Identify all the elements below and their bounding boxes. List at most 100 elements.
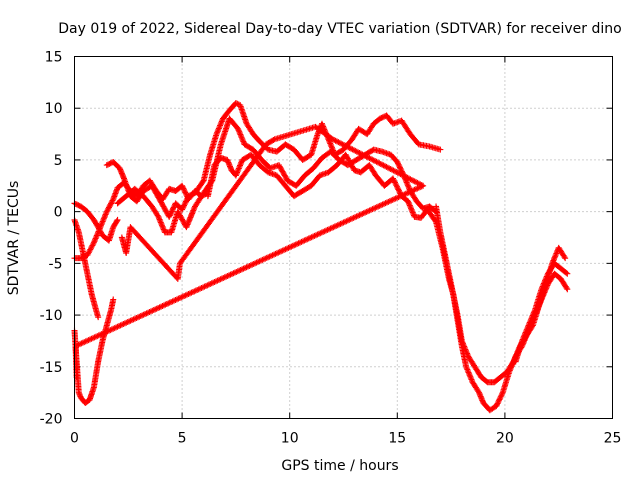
data-point-track-5 (185, 193, 192, 200)
data-point-track-8 (506, 367, 513, 374)
data-point-track-4 (91, 238, 98, 245)
data-point-track-6 (397, 165, 404, 172)
data-point-track-6 (398, 167, 405, 174)
data-point-track-7 (552, 251, 559, 258)
data-point-track-7 (237, 162, 244, 169)
data-point-track-5 (379, 114, 386, 121)
data-point-track-8 (475, 388, 482, 395)
data-point-track-9 (541, 279, 548, 286)
data-point-track-8 (497, 393, 504, 400)
data-point-track-8 (495, 399, 502, 406)
data-point-track-9 (522, 329, 529, 336)
y-tick-label: 15 (45, 50, 63, 66)
y-tick-label: -5 (49, 256, 63, 272)
data-point-track-9 (543, 274, 550, 281)
data-point-track-8 (508, 363, 515, 370)
x-tick-label: 25 (604, 431, 622, 447)
data-point-track-4 (98, 221, 105, 228)
data-point-track-9 (529, 313, 536, 320)
data-point-track-4 (109, 197, 116, 204)
data-point-track-9 (519, 336, 526, 343)
data-point-track-8 (499, 390, 506, 397)
data-point-track-5 (166, 213, 173, 220)
data-point-track-3 (72, 200, 79, 207)
data-point-track-8 (465, 369, 472, 376)
data-point-track-9 (527, 316, 534, 323)
data-point-track-7 (393, 182, 400, 189)
data-point-track-6 (394, 160, 401, 167)
data-point-track-9 (540, 281, 547, 288)
data-point-track-8 (464, 366, 471, 373)
data-point-track-7 (409, 209, 416, 216)
data-point-track-9 (563, 269, 570, 276)
data-point-track-7 (551, 254, 558, 261)
data-point-track-7 (236, 163, 243, 170)
data-point-track-8 (469, 377, 476, 384)
data-point-track-6 (396, 164, 403, 171)
data-point-track-6 (235, 125, 242, 132)
data-point-track-1 (95, 314, 102, 321)
x-tick-label: 10 (281, 431, 299, 447)
data-point-track-3 (114, 216, 121, 223)
data-point-track-5 (168, 208, 175, 215)
data-point-track-8 (494, 400, 501, 407)
data-point-track-5 (184, 195, 191, 202)
data-point-track-4 (102, 212, 109, 219)
data-point-track-3 (74, 201, 81, 208)
data-point-track-5 (168, 209, 175, 216)
data-point-track-4 (92, 235, 99, 242)
data-point-track-6 (157, 219, 164, 226)
data-point-track-4 (179, 182, 186, 189)
x-tick-labels: 0 5 10 15 20 25 (70, 431, 621, 447)
data-point-track-7 (238, 159, 245, 166)
data-point-track-7 (407, 203, 414, 210)
data-point-track-5 (318, 120, 325, 127)
data-point-track-5 (320, 124, 327, 131)
data-point-track-7 (405, 199, 412, 206)
data-point-track-5 (179, 205, 186, 212)
data-point-track-5 (106, 160, 113, 167)
data-point-track-4 (101, 214, 108, 221)
data-point-track-6 (395, 161, 402, 168)
data-point-track-9 (543, 273, 550, 280)
data-point-track-9 (523, 328, 530, 335)
y-tick-label: -10 (40, 308, 63, 324)
data-point-track-6 (403, 179, 410, 186)
data-point-track-5 (378, 114, 385, 121)
data-point-track-7 (406, 201, 413, 208)
data-point-track-5 (213, 131, 220, 138)
data-point-track-7 (394, 185, 401, 192)
data-point-track-8 (468, 376, 475, 383)
y-tick-label: 0 (54, 205, 63, 221)
data-point-track-7 (234, 169, 241, 176)
x-tick-label: 15 (388, 431, 406, 447)
data-point-track-9 (520, 333, 527, 340)
data-point-track-5 (186, 192, 193, 199)
data-point-track-8 (466, 372, 473, 379)
data-point-track-9 (544, 272, 551, 279)
data-point-track-9 (540, 280, 547, 287)
data-point-track-7 (389, 175, 396, 182)
data-point-track-6 (155, 213, 162, 220)
data-point-track-5 (327, 141, 334, 148)
data-point-track-6 (405, 183, 412, 190)
data-point-track-4 (181, 186, 188, 193)
data-point-track-9 (531, 308, 538, 315)
data-point-spikes (270, 136, 277, 143)
data-point-track-4 (94, 231, 101, 238)
x-tick-label: 5 (178, 431, 187, 447)
data-points (71, 100, 571, 414)
data-point-track-4 (100, 217, 107, 224)
data-point-track-6 (158, 222, 165, 229)
data-point-track-4 (96, 226, 103, 233)
data-point-track-7 (391, 178, 398, 185)
data-point-track-5 (326, 139, 333, 146)
data-point-track-8 (497, 395, 504, 402)
data-point-track-6 (154, 212, 161, 219)
y-axis-label: SDTVAR / TECUs (6, 181, 22, 296)
data-point-track-4 (100, 215, 107, 222)
data-point-track-9 (520, 335, 527, 342)
data-point-track-5 (189, 191, 196, 198)
data-point-track-6 (237, 131, 244, 138)
data-point-track-6 (236, 128, 243, 135)
